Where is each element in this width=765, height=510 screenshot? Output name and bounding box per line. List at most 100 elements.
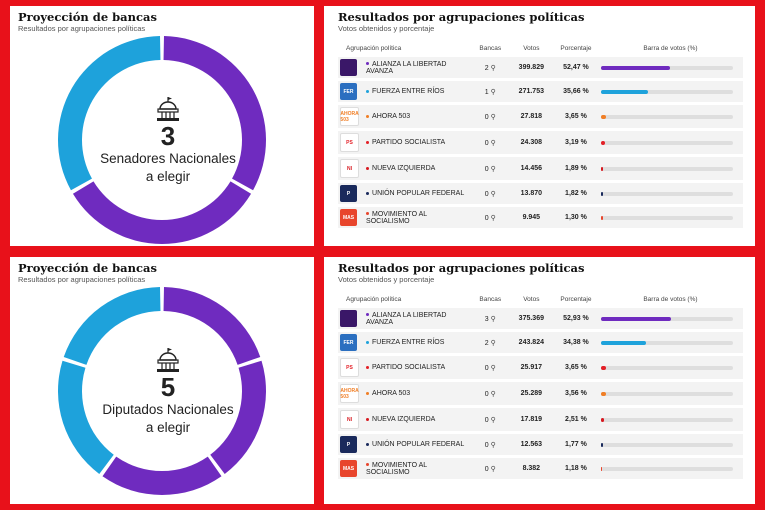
party-name: FUERZA ENTRE RÍOS [372,339,445,346]
vote-bar-track [600,166,733,171]
party-dot-icon [366,62,370,66]
seats-value: 0 [484,364,489,372]
percentage-value: 1,18 % [554,458,598,479]
header-group: Agrupación política [346,45,402,52]
party-logo-cell: P [338,183,364,204]
vote-bar-track [600,215,733,220]
seats-value: 2 [484,339,489,347]
party-logo-icon: P [340,436,357,453]
seats-cell: 2 ⚲ [471,57,509,78]
party-logo-cell: AHORA 503 [338,105,364,128]
vote-bar-track [600,140,733,145]
party-logo-cell: FER [338,81,364,102]
party-logo-text: MAS [342,214,355,221]
votes-value: 14.456 [508,157,555,180]
party-logo-cell: MAS [338,207,364,228]
seats-cell: 2 ⚲ [471,332,509,353]
person-icon: ⚲ [490,88,496,96]
percentage-value: 35,66 % [554,81,598,102]
party-dot-icon [366,191,370,195]
party-logo-cell: P [338,434,364,455]
votes-value: 12.563 [508,434,555,455]
party-dot-icon [366,340,370,344]
party-logo-text: FER [343,88,354,95]
votes-value: 375.369 [508,308,555,329]
party-logo-text: MAS [342,465,355,472]
donut-seat-segment [102,456,222,495]
panel-title: Proyección de bancas [18,261,157,275]
person-icon: ⚲ [490,214,496,222]
seat-donut-chart [57,287,266,495]
panel-title: Proyección de bancas [18,10,157,24]
seat-type-label: Diputados Nacionales [102,402,234,417]
table-row: FER FUERZA ENTRE RÍOS 1 ⚲ 271.753 35,66 % [338,81,743,102]
seats-value: 0 [484,416,489,424]
percentage-value: 1,77 % [554,434,598,455]
party-logo-icon: PS [340,133,359,152]
party-name-cell: AHORA 503 [363,105,472,128]
vote-bar-cell [597,382,743,405]
party-name: NUEVA IZQUIERDA [372,165,436,172]
seats-cell: 0 ⚲ [471,131,509,154]
person-icon: ⚲ [490,339,496,347]
party-name-cell: PARTIDO SOCIALISTA [363,356,472,379]
percentage-value: 3,19 % [554,131,598,154]
party-logo-icon: MAS [340,460,357,477]
seats-value: 0 [484,139,489,147]
party-logo-icon: AHORA 503 [340,384,359,403]
party-name: NUEVA IZQUIERDA [372,416,436,423]
party-name: MOVIMIENTO AL SOCIALISMO [366,210,427,225]
seats-cell: 0 ⚲ [471,434,509,455]
vote-bar-track [600,466,733,471]
donut-seat-segment [63,287,161,365]
party-name-cell: AHORA 503 [363,382,472,405]
congress-dome-icon [157,97,179,121]
percentage-value: 34,38 % [554,332,598,353]
vote-bar-cell [597,105,743,128]
party-dot-icon [366,114,370,118]
header-votes: Votos [523,45,540,52]
votes-value: 17.819 [508,408,555,431]
table-row: MAS MOVIMIENTO AL SOCIALISMO 0 ⚲ 8.382 1,18 % [338,458,743,479]
party-name: AHORA 503 [372,113,411,120]
party-name-cell: ALIANZA LA LIBERTAD AVANZA [363,308,472,329]
table-row: P UNIÓN POPULAR FEDERAL 0 ⚲ 13.870 1,82 % [338,183,743,204]
party-logo-cell: FER [338,332,364,353]
votes-value: 27.818 [508,105,555,128]
party-logo-text: PS [346,364,353,371]
table-row: AHORA 503 AHORA 503 0 ⚲ 25.289 3,56 % [338,382,743,405]
party-logo-icon: NI [340,159,359,178]
votes-value: 9.945 [508,207,555,228]
party-logo-text: FER [343,339,354,346]
table-row: MAS MOVIMIENTO AL SOCIALISMO 0 ⚲ 9.945 1,30 % [338,207,743,228]
panel-subtitle: Resultados por agrupaciones políticas [18,24,146,33]
vote-bar-track [600,365,733,370]
party-logo-cell: NI [338,157,364,180]
seats-cell: 0 ⚲ [471,183,509,204]
vote-bar-cell [597,356,743,379]
party-logo-icon: MAS [340,209,357,226]
seats-cell: 3 ⚲ [471,308,509,329]
header-pct: Porcentaje [560,296,592,303]
donut-seat-segment [163,36,266,191]
seats-value: 0 [484,165,489,173]
party-logo-cell [338,308,364,329]
seats-value: 0 [484,214,489,222]
party-logo-icon: AHORA 503 [340,107,359,126]
party-logo-cell: AHORA 503 [338,382,364,405]
vote-bar-track [600,391,733,396]
votes-value: 13.870 [508,183,555,204]
person-icon: ⚲ [490,390,496,398]
vote-bar-fill [600,215,603,220]
results-table: Agrupación política Bancas Votos Porcent… [338,293,743,482]
header-seats: Bancas [479,296,502,303]
seats-cell: 0 ⚲ [471,458,509,479]
vote-bar-cell [597,131,743,154]
vote-bar-track [600,191,733,196]
seat-count: 5 [160,372,176,402]
person-icon: ⚲ [490,315,496,323]
party-logo-text: P [346,190,351,197]
party-name-cell: UNIÓN POPULAR FEDERAL [363,183,472,204]
party-dot-icon [366,463,370,467]
vote-bar-fill [600,89,648,94]
